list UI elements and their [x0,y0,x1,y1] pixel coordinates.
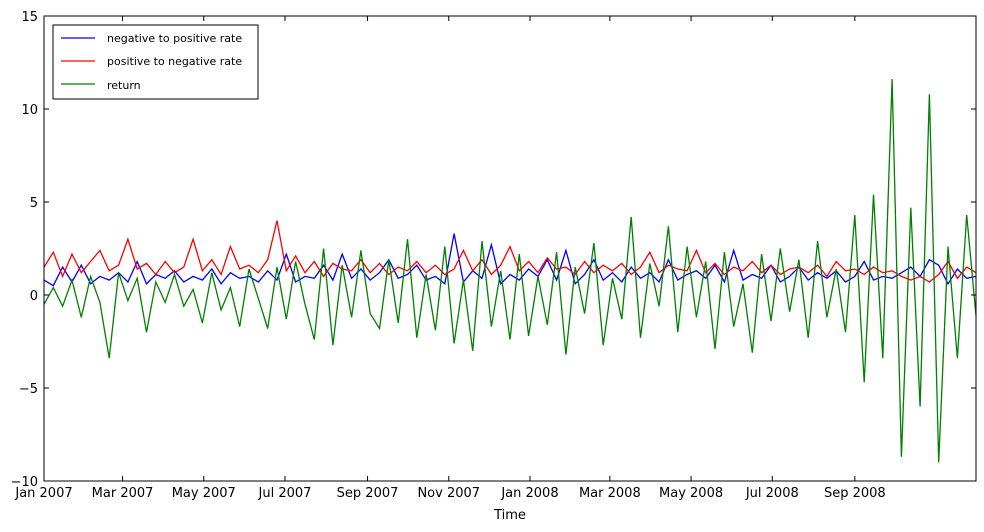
y-tick-label: 10 [21,103,38,118]
x-tick-label: Sep 2007 [337,486,399,501]
y-tick-label: −10 [11,475,38,490]
x-tick-label: May 2007 [172,486,236,501]
series-layer [43,79,977,463]
plot-frame [43,15,977,482]
x-tick-label: Sep 2008 [824,486,886,501]
x-axis: Jan 2007 Mar 2007 May 2007 Jul 2007 Sep 2007… [14,16,886,501]
x-tick-label: Jan 2008 [500,486,558,501]
series-line-return [43,79,977,463]
x-tick-label: Nov 2007 [417,486,480,501]
y-axis: −10 −5 0 5 10 15 [11,10,976,490]
y-tick-label: 5 [30,196,38,211]
x-tick-label: Jul 2007 [258,486,312,501]
x-tick-label: Mar 2007 [92,486,154,501]
legend: negative to positive rate positive to ne… [52,24,259,100]
x-tick-label: Mar 2008 [579,486,641,501]
y-tick-label: 0 [30,289,38,304]
x-tick-label: Jul 2008 [745,486,799,501]
x-axis-title: Time [493,508,526,523]
y-tick-label: −5 [19,382,38,397]
legend-label-return: return [107,79,141,92]
legend-label-negative-to-positive-rate: negative to positive rate [107,32,242,45]
x-tick-label: May 2008 [659,486,723,501]
legend-label-positive-to-negative-rate: positive to negative rate [107,55,242,68]
y-tick-label: 15 [21,10,38,25]
x-tick-label: Jan 2007 [14,486,72,501]
legend-box [52,24,259,100]
series-line-negative-to-positive-rate [43,233,977,287]
